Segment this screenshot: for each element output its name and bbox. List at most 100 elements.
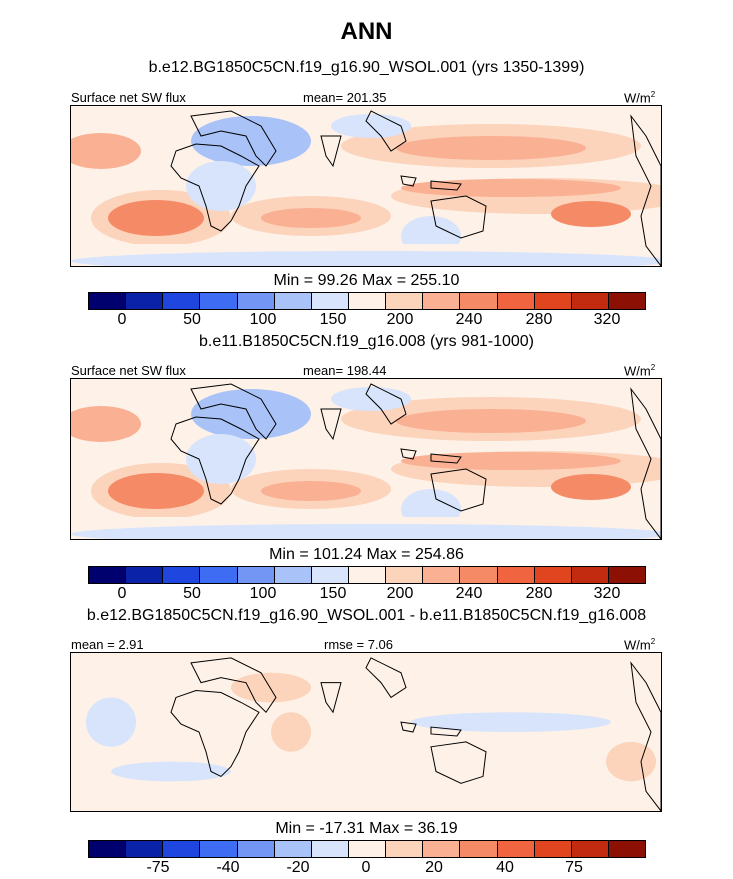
colorbar-swatch [534,567,572,583]
colorbar-swatch [163,567,201,583]
colorbar-swatch [237,841,275,857]
coastline [430,453,462,464]
panel-2-subtitle: b.e11.B1850C5CN.f19_g16.008 (yrs 981-100… [198,333,535,350]
colorbar-swatch [534,293,572,309]
panel-2-map [70,378,662,540]
field-band [261,481,361,501]
coastline [400,175,417,187]
coastline [320,408,342,441]
colorbar-swatch [497,841,535,857]
panel-1-subtitle: b.e12.BG1850C5CN.f19_g16.90_WSOL.001 (yr… [148,59,585,76]
colorbar-tick-label: 240 [455,585,483,602]
colorbar-swatch [163,841,201,857]
colorbar-swatch [348,293,387,309]
colorbar-tick-label: -40 [216,859,240,876]
coastline [630,114,661,266]
panel-1-mean-label: mean= 201.35 [303,90,387,105]
colorbar-tick-label: -20 [286,859,310,876]
field-band [111,761,231,782]
colorbar-swatch [126,567,164,583]
colorbar-swatch [571,567,609,583]
colorbar-swatch [497,567,535,583]
field-band [271,712,311,752]
colorbar-swatch [89,841,127,857]
colorbar-swatch [163,293,201,309]
colorbar-swatch [386,293,424,309]
colorbar-swatch [89,293,127,309]
colorbar-tick-label: 50 [183,311,201,328]
colorbar-tick-label: -75 [146,859,170,876]
field-band [191,389,311,439]
colorbar-tick-label: 50 [183,585,201,602]
colorbar-tick-label: 0 [117,585,127,602]
colorbar-swatch [126,293,164,309]
colorbar-swatch [200,293,238,309]
field-band [71,406,141,442]
coastline [190,383,277,440]
panel-2-mean-label: mean= 198.44 [303,363,387,378]
colorbar-tick-label: 320 [593,311,621,328]
colorbar-tick-label: 0 [117,311,127,328]
coastline [320,682,342,714]
colorbar-swatch [311,567,349,583]
coastline [365,657,407,699]
panel-2-colorbar-ticks: 0 50 100 150 200 240 280 320 [88,585,644,605]
field-band [71,133,141,169]
panel-1-map [70,105,662,267]
panel-1-minmax: Min = 99.26 Max = 255.10 [273,272,460,289]
field-band [411,712,611,732]
coastline [630,387,661,539]
colorbar-swatch [571,841,609,857]
field-band [261,208,361,228]
coastline [430,180,462,191]
coastline [430,726,462,737]
map-field [71,379,661,539]
map-background [71,653,661,811]
figure-title: ANN [340,18,393,45]
panel-2-minmax: Min = 101.24 Max = 254.86 [269,546,464,563]
field-band [606,741,656,782]
map-field [71,653,661,811]
panel-2-variable-label: Surface net SW flux [71,363,186,378]
colorbar-swatch [89,567,127,583]
coastline [430,195,487,239]
panel-1-variable-label: Surface net SW flux [71,90,186,105]
colorbar-swatch [608,567,646,583]
colorbar-tick-label: 280 [525,311,553,328]
field-band [71,524,661,539]
colorbar-swatch [423,567,461,583]
panel-2-colorbar [88,566,646,584]
colorbar-tick-label: 75 [565,859,583,876]
coastline [170,416,260,505]
panel-3-map [70,652,662,812]
field-band [396,136,586,160]
colorbar-swatch [497,293,535,309]
panel-1-units: W/m2 [624,90,656,106]
field-band [231,672,311,703]
panel-1-colorbar [88,292,646,310]
colorbar-swatch [200,841,238,857]
map-field [71,106,661,266]
field-band [551,474,631,500]
coastline [365,110,407,152]
colorbar-swatch [348,841,387,857]
panel-2-units: W/m2 [624,363,656,379]
panel-3-colorbar [88,840,646,858]
field-band [551,201,631,227]
colorbar-swatch [423,841,461,857]
coastline [170,690,260,778]
field-band [108,200,204,236]
coastline [320,135,342,168]
panel-3-units: W/m2 [624,637,656,653]
colorbar-swatch [311,293,349,309]
colorbar-tick-label: 100 [249,585,277,602]
colorbar-tick-label: 0 [361,859,371,876]
field-band [396,409,586,433]
colorbar-swatch [571,293,609,309]
colorbar-tick-label: 150 [319,585,347,602]
colorbar-swatch [460,841,498,857]
coastline [430,741,487,784]
colorbar-swatch [534,841,572,857]
colorbar-swatch [608,841,646,857]
panel-3-subtitle: b.e12.BG1850C5CN.f19_g16.90_WSOL.001 - b… [86,607,647,624]
